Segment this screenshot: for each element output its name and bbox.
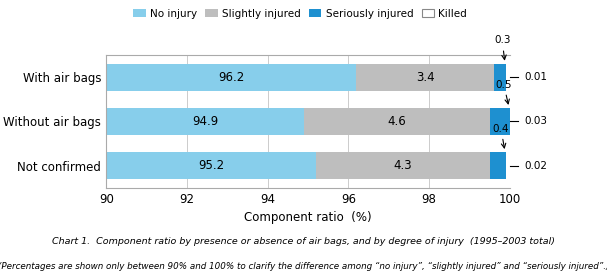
Bar bbox=[106, 108, 304, 135]
Text: 96.2: 96.2 bbox=[219, 71, 245, 84]
Bar bbox=[506, 152, 507, 179]
Text: 0.01: 0.01 bbox=[524, 72, 547, 82]
X-axis label: Component ratio  (%): Component ratio (%) bbox=[244, 211, 372, 224]
Text: 0.3: 0.3 bbox=[494, 36, 510, 60]
Text: 4.3: 4.3 bbox=[393, 159, 412, 172]
Text: (Percentages are shown only between 90% and 100% to clarify the difference among: (Percentages are shown only between 90% … bbox=[0, 262, 607, 271]
Bar bbox=[490, 108, 510, 135]
Text: 4.6: 4.6 bbox=[387, 115, 406, 128]
Bar bbox=[304, 108, 490, 135]
Text: 0.4: 0.4 bbox=[493, 124, 509, 148]
Text: 94.9: 94.9 bbox=[192, 115, 219, 128]
Text: 3.4: 3.4 bbox=[416, 71, 435, 84]
Bar bbox=[106, 64, 356, 91]
Bar bbox=[106, 152, 316, 179]
Bar bbox=[510, 108, 511, 135]
Text: 0.03: 0.03 bbox=[524, 116, 547, 126]
Bar bbox=[316, 152, 490, 179]
Bar bbox=[356, 64, 493, 91]
Text: 95.2: 95.2 bbox=[198, 159, 224, 172]
Bar bbox=[490, 152, 506, 179]
Text: 0.5: 0.5 bbox=[495, 80, 512, 104]
Legend: No injury, Slightly injured, Seriously injured, Killed: No injury, Slightly injured, Seriously i… bbox=[129, 5, 471, 23]
Text: 0.02: 0.02 bbox=[524, 161, 547, 171]
Text: Chart 1.  Component ratio by presence or absence of air bags, and by degree of i: Chart 1. Component ratio by presence or … bbox=[52, 237, 555, 246]
Bar bbox=[493, 64, 506, 91]
